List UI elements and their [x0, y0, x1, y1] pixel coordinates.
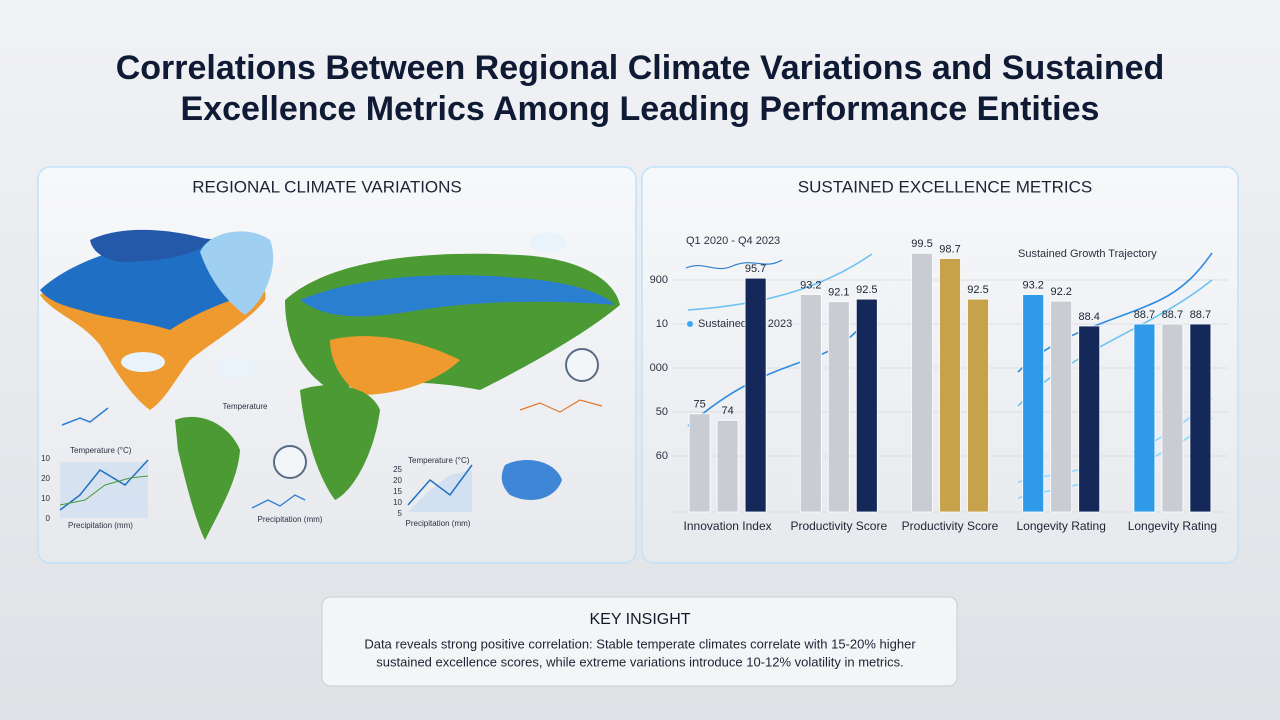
insight-box — [321, 596, 958, 687]
x-tick-label: Longevity Rating — [1128, 519, 1217, 533]
value-label: 93.2 — [1022, 279, 1043, 291]
value-label: 75 — [693, 399, 705, 411]
chart-title: SUSTAINED EXCELLENCE METRICS — [798, 177, 1092, 196]
annotation: Sustained Growth Trajectory — [1018, 248, 1157, 260]
value-label: 88.4 — [1078, 311, 1099, 323]
value-label: 93.2 — [800, 279, 821, 291]
x-tick-label: Productivity Score — [902, 519, 999, 533]
annotation: Q1 2020 - Q4 2023 — [686, 235, 780, 247]
mini-tick: 20 — [393, 476, 402, 485]
y-axis-label: 10 — [656, 318, 668, 330]
value-label: 74 — [721, 405, 733, 417]
bar — [1133, 323, 1156, 513]
bar — [939, 258, 961, 513]
mini-chart — [407, 464, 473, 512]
mini-title: Temperature (°C) — [70, 446, 132, 455]
mini-tick: 0 — [46, 514, 51, 523]
y-axis-label: 000 — [650, 362, 668, 374]
bar — [1022, 294, 1045, 513]
mini-tick: 15 — [393, 487, 402, 496]
insight-text: Data reveals strong positive correlation… — [364, 636, 916, 651]
title-line: Excellence Metrics Among Leading Perform… — [181, 90, 1100, 128]
value-label: 88.7 — [1162, 309, 1183, 321]
value-label: 88.7 — [1134, 309, 1155, 321]
bar — [1050, 300, 1073, 513]
mini-chart — [59, 459, 149, 518]
world-map — [40, 229, 620, 540]
bar — [716, 419, 739, 513]
annotation-dot — [687, 321, 693, 327]
y-axis-label: 50 — [656, 406, 668, 418]
bar — [827, 301, 850, 513]
mini-line — [251, 494, 306, 509]
mini-tick: 10 — [41, 494, 50, 503]
x-tick-label: Innovation Index — [684, 519, 772, 533]
bar — [1189, 323, 1212, 513]
value-label: 99.5 — [911, 238, 932, 250]
insight-heading: KEY INSIGHT — [589, 611, 690, 628]
value-label: 92.5 — [967, 284, 988, 296]
bar — [744, 277, 767, 513]
value-label: 98.7 — [939, 243, 960, 255]
map-label: Temperature — [223, 402, 268, 411]
mini-tick: 10 — [41, 454, 50, 463]
value-label: 92.2 — [1050, 286, 1071, 298]
title-line: Correlations Between Regional Climate Va… — [116, 49, 1165, 87]
mini-tick: 10 — [393, 498, 402, 507]
y-axis-label: 900 — [650, 274, 668, 286]
mini-caption: Precipitation (mm) — [406, 519, 471, 528]
value-label: 92.5 — [856, 284, 877, 296]
bar — [911, 252, 933, 513]
x-tick-label: Productivity Score — [790, 519, 887, 533]
mini-title: Temperature (°C) — [408, 456, 470, 465]
x-tick-label: Longevity Rating — [1017, 519, 1106, 533]
value-label: 88.7 — [1190, 309, 1211, 321]
y-axis-label: 60 — [656, 450, 668, 462]
mini-caption: Precipitation (mm) — [68, 521, 133, 530]
panel-heading: REGIONAL CLIMATE VARIATIONS — [192, 177, 462, 196]
bar — [688, 413, 711, 513]
bar — [799, 294, 822, 513]
mini-caption: Precipitation (mm) — [258, 515, 323, 524]
insight-text: sustained excellence scores, while extre… — [376, 654, 903, 669]
bar — [1078, 325, 1101, 513]
value-label: 95.7 — [745, 263, 766, 275]
bar — [855, 298, 878, 513]
mini-tick: 20 — [41, 474, 50, 483]
bar — [1161, 323, 1184, 513]
mini-tick: 25 — [393, 465, 402, 474]
mini-tick: 5 — [398, 509, 403, 518]
value-label: 92.1 — [828, 287, 849, 299]
bar — [967, 298, 989, 513]
